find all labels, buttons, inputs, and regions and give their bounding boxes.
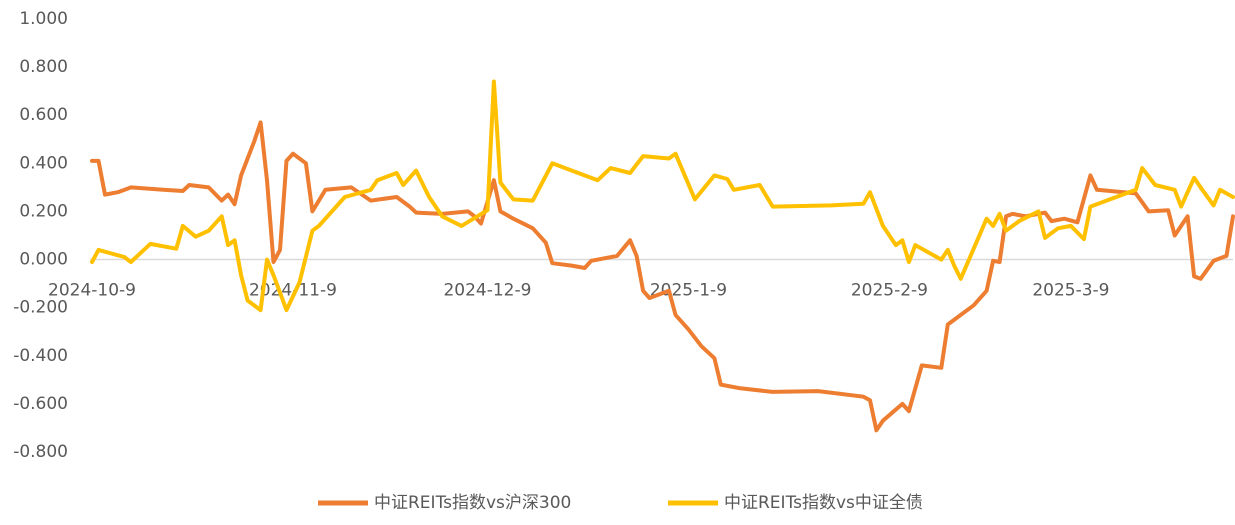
y-tick-label: 0.600 — [19, 105, 68, 125]
y-tick-label: -0.400 — [13, 346, 68, 366]
x-tick-label: 2025-1-9 — [650, 281, 727, 301]
x-tick-label: 2025-2-9 — [851, 281, 928, 301]
series-line — [90, 79, 1235, 313]
legend-label: 中证REITs指数vs沪深300 — [374, 493, 571, 513]
x-tick-label: 2024-11-9 — [249, 281, 337, 301]
y-tick-label: 1.000 — [19, 9, 68, 29]
y-tick-label: -0.200 — [13, 298, 68, 318]
x-tick-label: 2025-3-9 — [1032, 281, 1109, 301]
series-line — [90, 120, 1235, 433]
y-tick-label: 0.000 — [19, 250, 68, 270]
legend-label: 中证REITs指数vs中证全债 — [724, 493, 923, 513]
x-tick-label: 2024-12-9 — [443, 281, 531, 301]
y-tick-label: -0.800 — [13, 442, 68, 462]
y-tick-label: 0.800 — [19, 57, 68, 77]
y-tick-label: 0.200 — [19, 201, 68, 221]
y-tick-label: -0.600 — [13, 394, 68, 414]
x-tick-label: 2024-10-9 — [48, 281, 136, 301]
y-tick-label: 0.400 — [19, 153, 68, 173]
